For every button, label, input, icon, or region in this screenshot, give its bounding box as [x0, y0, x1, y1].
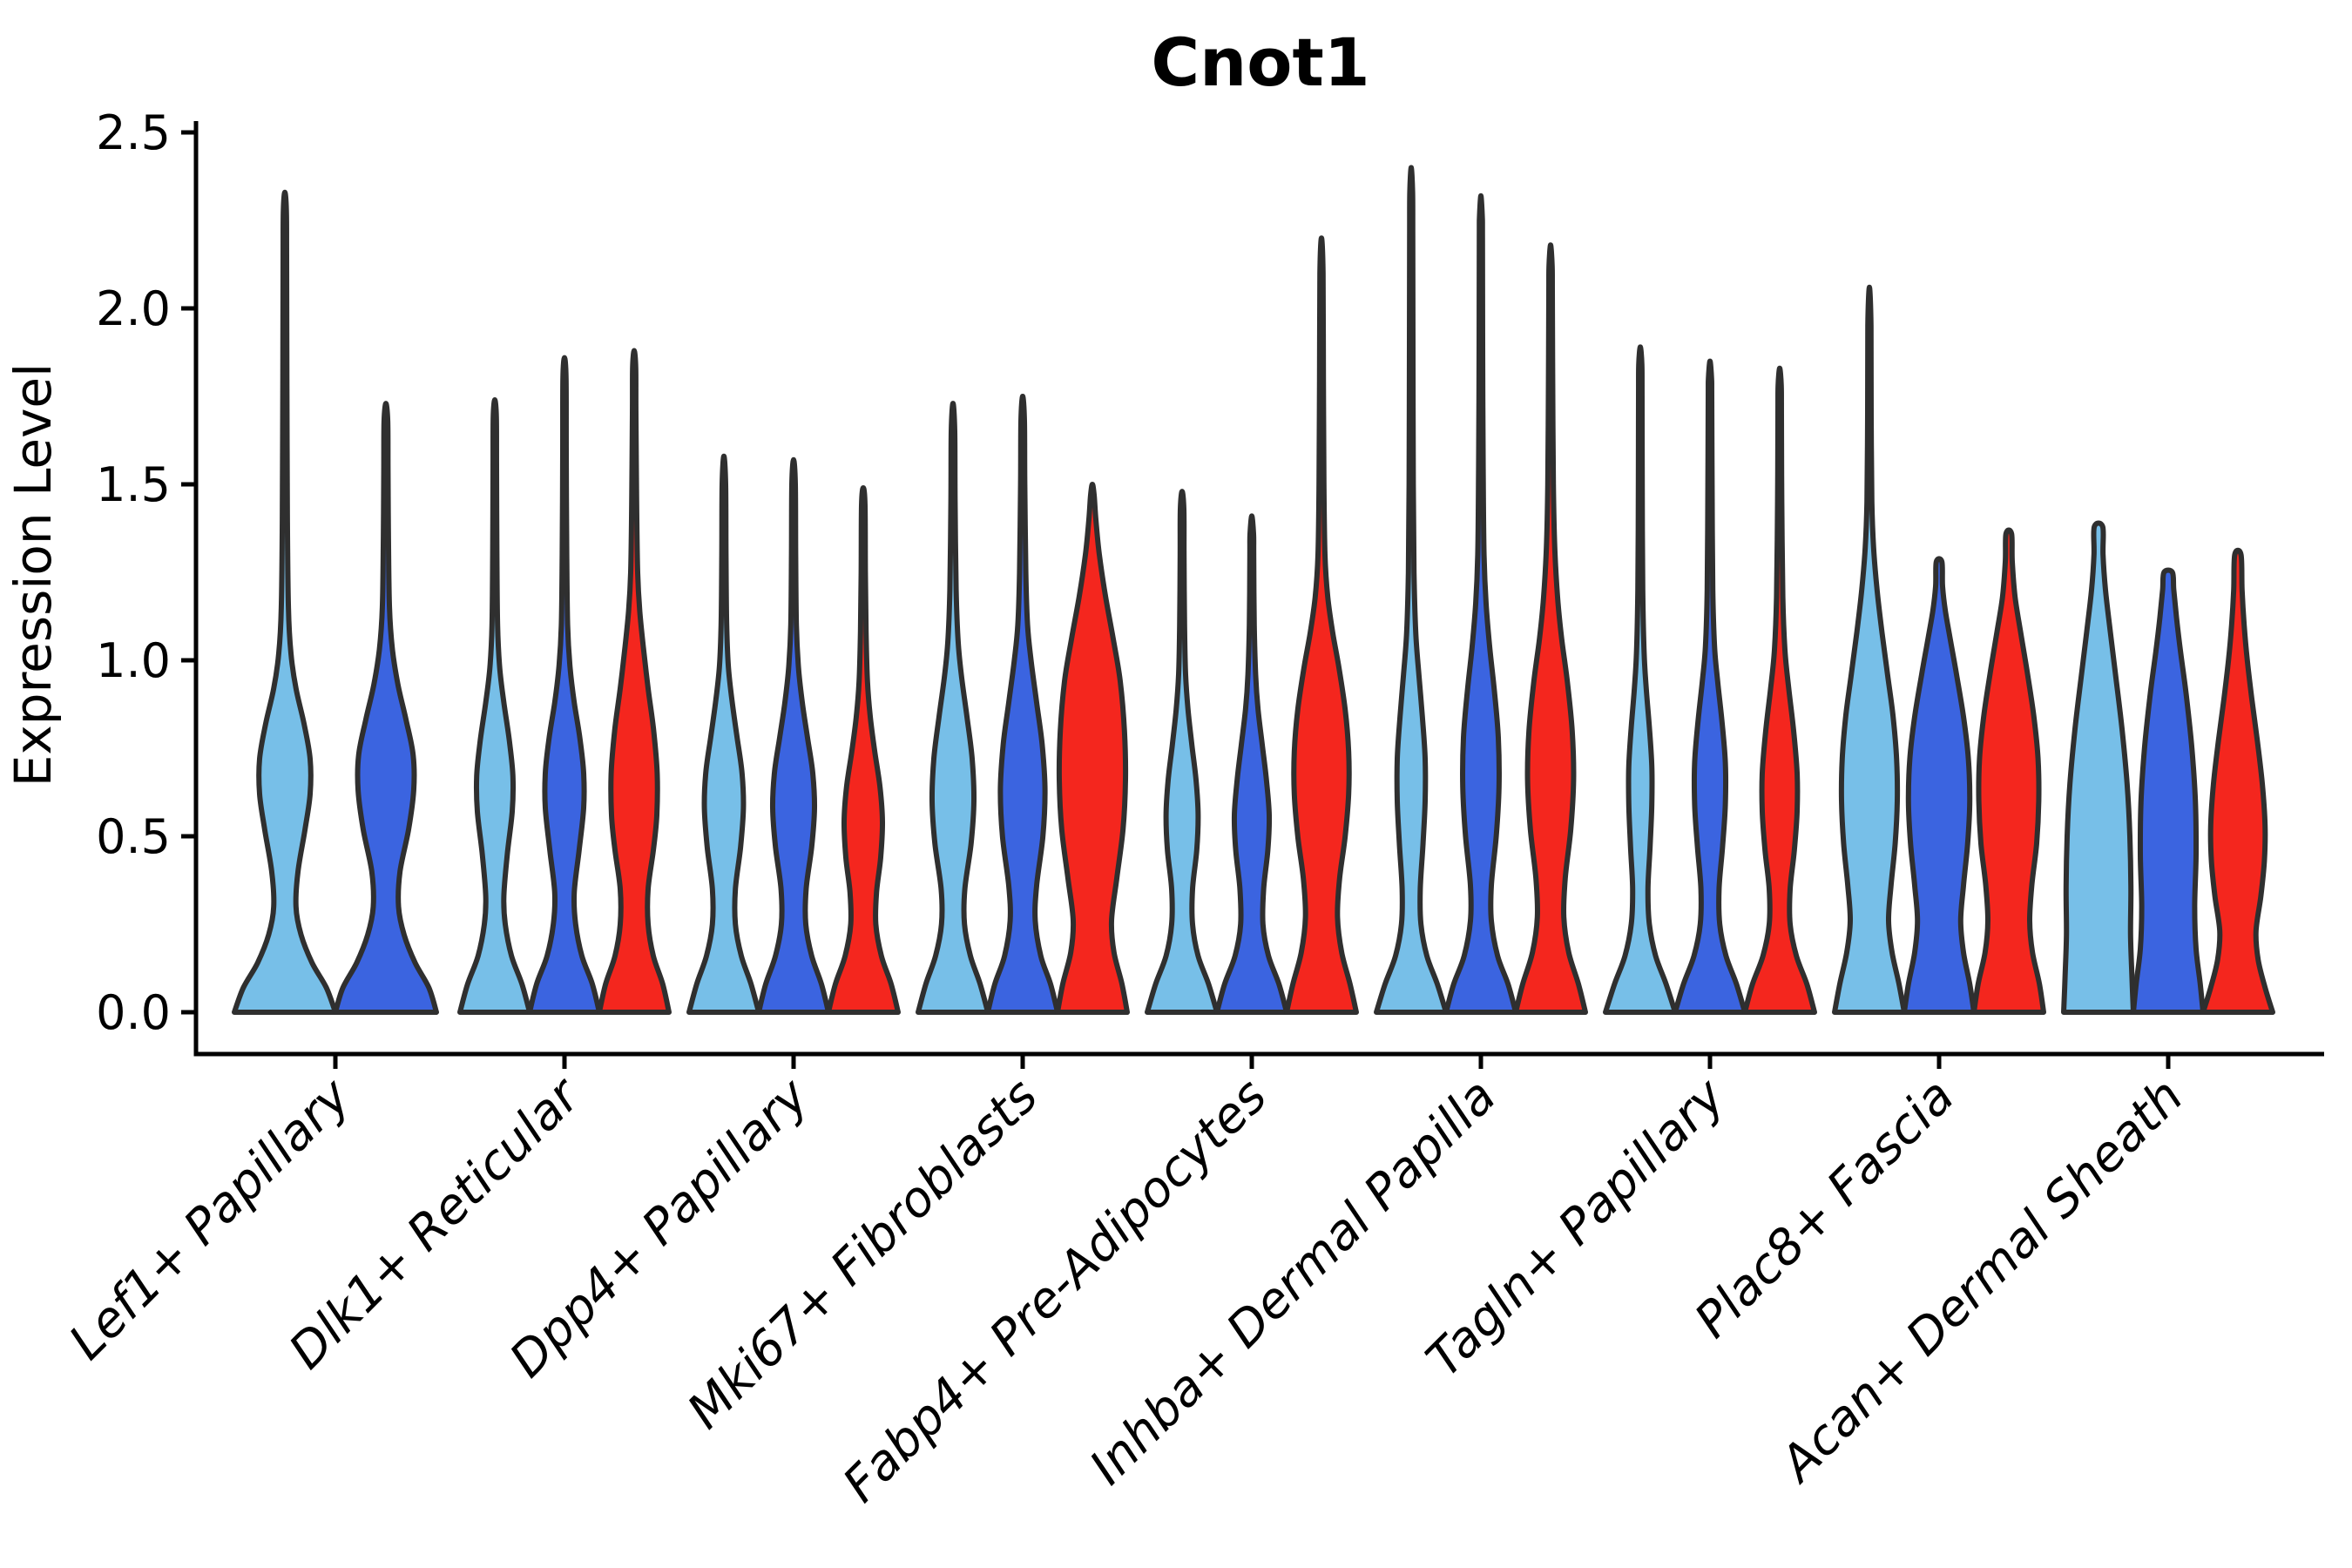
x-tick-label-5: Inhba+ Dermal Papilla	[1079, 1068, 1507, 1496]
violin-8-light_blue	[2061, 520, 2136, 1015]
y-tick-label: 2.0	[96, 281, 171, 336]
violin-0-light_blue	[232, 189, 338, 1015]
violin-6-light_blue	[1603, 344, 1678, 1015]
violin-4-light_blue	[1145, 489, 1220, 1015]
violin-7-light_blue	[1832, 284, 1907, 1015]
chart-title: Cnot1	[1151, 24, 1369, 101]
violin-1-dark_blue	[527, 355, 602, 1015]
violin-3-dark_blue	[985, 394, 1060, 1015]
y-tick-label: 0.0	[96, 985, 171, 1040]
violin-6-red	[1742, 365, 1817, 1015]
violin-1-red	[597, 348, 672, 1015]
violin-1-light_blue	[457, 397, 532, 1015]
y-tick-label: 1.0	[96, 633, 171, 688]
violin-8-dark_blue	[2131, 567, 2206, 1015]
violin-0-dark_blue	[333, 401, 439, 1015]
violin-3-red	[1055, 482, 1130, 1015]
violin-2-dark_blue	[756, 456, 831, 1015]
violin-6-dark_blue	[1673, 358, 1747, 1015]
x-tick-label-4: Fabp4+ Pre-Adipocytes	[833, 1068, 1278, 1513]
violin-5-red	[1513, 242, 1588, 1015]
violin-8-red	[2200, 547, 2275, 1015]
violin-5-light_blue	[1374, 165, 1449, 1015]
violin-shapes	[232, 165, 2275, 1015]
violin-4-red	[1284, 235, 1359, 1015]
y-tick-label: 0.5	[96, 809, 171, 864]
x-tick-label-8: Acan+ Dermal Sheath	[1768, 1068, 2194, 1494]
violin-2-light_blue	[686, 453, 761, 1015]
y-tick-label: 2.5	[96, 105, 171, 160]
violin-3-light_blue	[916, 401, 990, 1015]
violin-5-dark_blue	[1443, 193, 1518, 1015]
y-axis-label: Expression Level	[3, 363, 63, 787]
violin-2-red	[826, 485, 901, 1015]
y-tick-label: 1.5	[96, 457, 171, 512]
violin-4-dark_blue	[1214, 513, 1289, 1015]
violin-7-dark_blue	[1902, 556, 1977, 1015]
axes: 0.0 0.5 1.0 1.5 2.0 2.5	[96, 105, 2324, 1069]
violin-7-red	[1971, 527, 2046, 1015]
